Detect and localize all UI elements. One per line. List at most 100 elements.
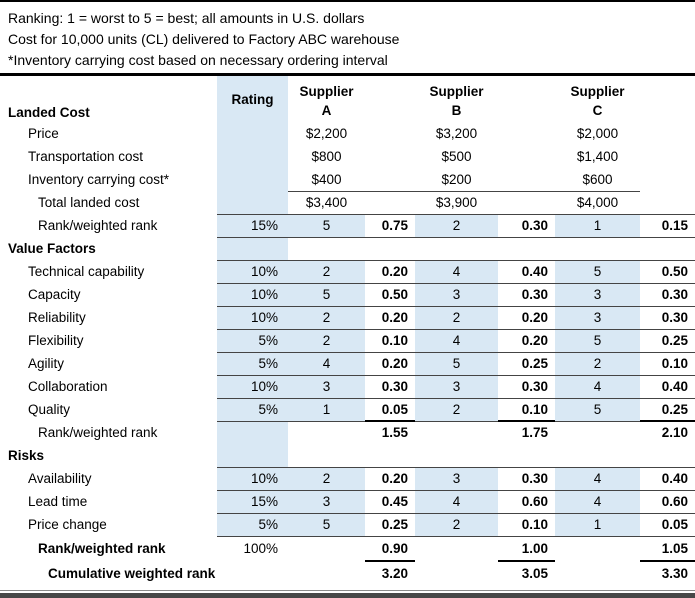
rating-cell xyxy=(217,169,288,192)
header-rating: Rating xyxy=(217,76,288,123)
section-row-risks: Risks xyxy=(0,445,695,468)
row-price-change: Price change 5% 5 0.25 2 0.10 1 0.05 xyxy=(0,514,695,537)
supplier-a-rank-cell: 4 xyxy=(288,353,365,376)
row-risks-rank: Rank/weighted rank 100% 0.90 1.00 1.05 xyxy=(0,537,695,562)
supplier-c-weighted-cell xyxy=(640,146,695,169)
rating-cell: 15% xyxy=(217,215,288,238)
section-label: Risks xyxy=(8,448,45,463)
supplier-b-weighted-cell: 1.00 xyxy=(498,537,555,562)
row-label: Rank/weighted rank xyxy=(38,541,166,556)
header-supplier-c-letter: C xyxy=(592,103,603,118)
supplier-a-weighted-cell: 0.05 xyxy=(365,399,415,422)
rating-cell xyxy=(217,562,288,587)
supplier-c-cell: $600 xyxy=(555,169,640,192)
supplier-c-rank-cell: 5 xyxy=(555,261,640,284)
header-supplier-a-letter: A xyxy=(321,103,332,118)
supplier-c-cell xyxy=(555,562,640,587)
table-top-border xyxy=(0,73,695,76)
row-label: Reliability xyxy=(28,310,86,325)
row-transportation-cost: Transportation cost $800 $500 $1,400 xyxy=(0,146,695,169)
supplier-b-weighted-cell: 0.30 xyxy=(498,376,555,399)
supplier-b-cell xyxy=(415,537,498,562)
supplier-b-rank-cell: 4 xyxy=(415,330,498,353)
rating-cell xyxy=(217,123,288,146)
supplier-a-rank-cell: 3 xyxy=(288,491,365,514)
row-label: Collaboration xyxy=(28,379,108,394)
row-flexibility: Flexibility 5% 2 0.10 4 0.20 5 0.25 xyxy=(0,330,695,353)
supplier-b-cell: $3,200 xyxy=(435,126,478,141)
row-landed-cost-rank: Rank/weighted rank 15% 5 0.75 2 0.30 1 0… xyxy=(0,215,695,238)
supplier-c-weighted-cell: 0.60 xyxy=(640,491,695,514)
supplier-a-weighted-cell: 3.20 xyxy=(381,566,408,581)
supplier-c-rank-cell: 5 xyxy=(555,330,640,353)
supplier-b-weighted-cell: 1.75 xyxy=(521,425,548,440)
supplier-b-rank-cell: 5 xyxy=(415,353,498,376)
rating-cell: 5% xyxy=(217,514,288,537)
supplier-a-rank-cell: 2 xyxy=(288,261,365,284)
supplier-b-weighted-cell: 0.60 xyxy=(498,491,555,514)
supplier-c-rank-cell: 3 xyxy=(555,307,640,330)
bottom-thin-line xyxy=(0,590,695,591)
header-supplier-c: Supplier C xyxy=(555,76,640,123)
rating-cell xyxy=(217,445,288,468)
supplier-c-rank-cell: 4 xyxy=(555,491,640,514)
supplier-b-cell: $200 xyxy=(415,169,498,192)
supplier-a-weighted-cell: 0.30 xyxy=(365,376,415,399)
supplier-c-cell: $2,000 xyxy=(576,126,619,141)
supplier-a-cell: $400 xyxy=(288,169,365,192)
table-bottom-border xyxy=(0,590,695,598)
supplier-c-weighted-cell: 0.25 xyxy=(640,399,695,422)
supplier-b-cell xyxy=(415,562,498,587)
row-label: Flexibility xyxy=(28,333,84,348)
row-cumulative-weighted-rank: Cumulative weighted rank 3.20 3.05 3.30 xyxy=(0,562,695,587)
supplier-c-rank-cell: 3 xyxy=(555,284,640,307)
supplier-b-weighted-cell: 0.20 xyxy=(498,330,555,353)
supplier-a-rank-cell: 2 xyxy=(288,307,365,330)
supplier-c-rank-cell: 2 xyxy=(555,353,640,376)
supplier-c-cell xyxy=(555,537,640,562)
rating-cell: 10% xyxy=(217,376,288,399)
row-label: Transportation cost xyxy=(28,149,144,164)
supplier-b-weighted-cell xyxy=(498,146,555,169)
supplier-b-weighted-cell xyxy=(498,238,555,261)
supplier-a-rank-cell: 1 xyxy=(288,399,365,422)
header-supplier-b-word: Supplier xyxy=(429,84,484,99)
supplier-c-rank-cell: 5 xyxy=(555,399,640,422)
row-label: Price xyxy=(28,126,59,141)
supplier-c-weighted-cell: 0.50 xyxy=(640,261,695,284)
table-notes: Ranking: 1 = worst to 5 = best; all amou… xyxy=(0,0,695,73)
header-landed-cost: Landed Cost xyxy=(8,105,90,120)
supplier-c-weighted-cell xyxy=(640,123,695,146)
supplier-a-cell xyxy=(288,422,365,445)
supplier-a-weighted-cell: 0.20 xyxy=(365,468,415,491)
supplier-b-weighted-cell xyxy=(498,123,555,146)
supplier-a-weighted-cell: 0.90 xyxy=(365,537,415,562)
supplier-a-weighted-cell xyxy=(365,445,415,468)
supplier-c-weighted-cell xyxy=(640,192,695,215)
supplier-c-rank-cell: 4 xyxy=(555,468,640,491)
section-row-value-factors: Value Factors xyxy=(0,238,695,261)
row-label: Rank/weighted rank xyxy=(38,218,158,233)
header-supplier-a: Supplier A xyxy=(288,76,365,123)
supplier-b-cell xyxy=(415,445,498,468)
row-price: Price $2,200 $3,200 $2,000 xyxy=(0,123,695,146)
supplier-c-weighted-cell: 0.30 xyxy=(640,284,695,307)
supplier-a-weighted-cell: 0.50 xyxy=(365,284,415,307)
supplier-a-weighted-cell: 1.55 xyxy=(381,425,408,440)
row-label: Cumulative weighted rank xyxy=(48,566,216,581)
supplier-a-cell: $2,200 xyxy=(305,126,348,141)
supplier-a-cell xyxy=(288,562,365,587)
supplier-c-rank-cell: 4 xyxy=(555,376,640,399)
header-supplier-c-word: Supplier xyxy=(570,84,625,99)
supplier-b-weighted-cell xyxy=(498,192,555,215)
supplier-b-weighted-cell: 0.10 xyxy=(498,399,555,422)
supplier-b-rank-cell: 2 xyxy=(415,514,498,537)
supplier-a-rank-cell: 5 xyxy=(288,215,365,238)
supplier-b-weighted-cell: 0.30 xyxy=(498,468,555,491)
supplier-b-rank-cell: 2 xyxy=(415,399,498,422)
row-lead-time: Lead time 15% 3 0.45 4 0.60 4 0.60 xyxy=(0,491,695,514)
row-label: Technical capability xyxy=(28,264,145,279)
supplier-c-weighted-cell: 0.10 xyxy=(640,353,695,376)
row-label: Capacity xyxy=(28,287,81,302)
supplier-c-weighted-cell: 3.30 xyxy=(661,566,688,581)
